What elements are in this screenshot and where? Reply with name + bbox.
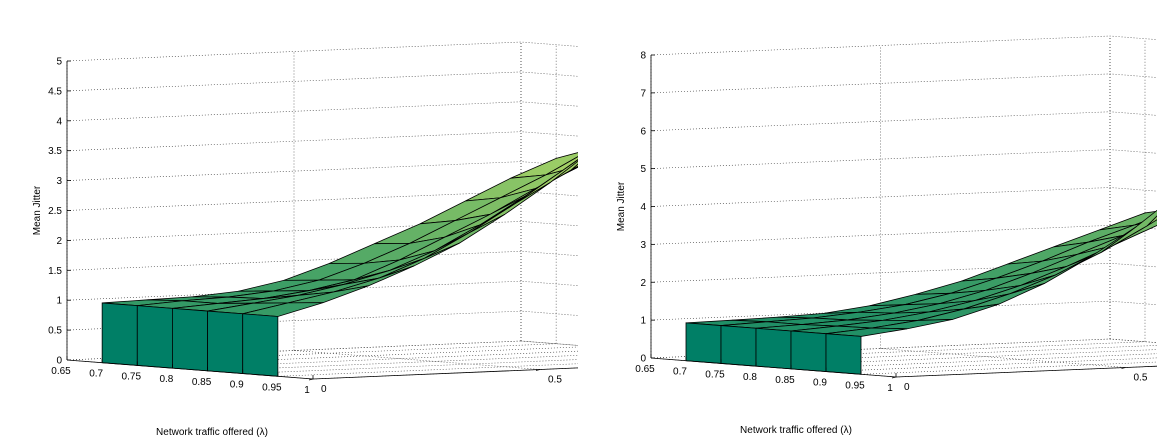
z-tick-label: 2 bbox=[640, 278, 646, 289]
tick-labels: 0 0.5 1 1.5 2 2.5 3 3.5 4 4.5 5 0.65 0.7 0.75 0.8 0.85 0… bbox=[48, 57, 562, 397]
z-tick-label: 0.5 bbox=[48, 326, 62, 337]
x-tick-label: 0.95 bbox=[262, 382, 282, 393]
y-axis-line bbox=[312, 367, 578, 380]
x-tick-label: 0.95 bbox=[845, 380, 865, 391]
grid-line bbox=[207, 355, 578, 372]
grid-line bbox=[66, 101, 578, 122]
z-tick-label: 0 bbox=[640, 354, 646, 365]
grid-line bbox=[66, 71, 578, 92]
surface bbox=[685, 209, 1157, 375]
grid-line bbox=[650, 149, 1157, 169]
x-tick-label: 0.65 bbox=[51, 366, 71, 377]
grid-line bbox=[650, 111, 1157, 132]
grid-line bbox=[1109, 338, 1157, 343]
y-tick-label: 0.5 bbox=[1134, 373, 1148, 384]
z-tick-label: 5 bbox=[640, 164, 646, 175]
x-tick-label: 0.75 bbox=[705, 369, 725, 380]
z-tick-label: 3 bbox=[56, 176, 62, 187]
y-tick bbox=[308, 378, 314, 381]
x-tick-label: 0.85 bbox=[192, 377, 212, 388]
grid-line bbox=[66, 41, 578, 62]
surface-chart-right: 0123456780.650.70.750.80.850.90.95100.51… bbox=[616, 35, 1157, 436]
grid-line bbox=[825, 357, 1157, 372]
grid-line bbox=[650, 225, 1157, 245]
surface-skirt bbox=[685, 322, 722, 364]
z-axis-label: Mean Jitter bbox=[32, 185, 43, 235]
z-tick-label: 3.5 bbox=[48, 146, 62, 157]
grid-line bbox=[880, 348, 1126, 368]
surface-skirt bbox=[207, 310, 244, 375]
z-tick-label: 3 bbox=[640, 240, 646, 251]
x-axis-line bbox=[66, 359, 314, 380]
grid-line bbox=[293, 350, 541, 370]
grid-line bbox=[242, 359, 578, 374]
surface-skirt bbox=[172, 307, 208, 372]
grid-line bbox=[860, 361, 1157, 375]
y-tick-label: 0 bbox=[321, 384, 327, 395]
z-tick-label: 0 bbox=[56, 356, 62, 367]
grid-line bbox=[66, 131, 578, 151]
surface-skirt bbox=[242, 313, 279, 377]
z-axis-label: Mean Jitter bbox=[616, 181, 627, 231]
grid-line bbox=[650, 262, 1157, 283]
z-tick-label: 2 bbox=[56, 236, 62, 247]
grid-line bbox=[650, 300, 1157, 321]
x-tick-label: 0.65 bbox=[635, 364, 655, 375]
grid-line bbox=[650, 35, 1157, 56]
z-tick-label: 1 bbox=[56, 296, 62, 307]
z-tick-label: 4 bbox=[640, 202, 646, 213]
x-tick-label: 0.75 bbox=[122, 371, 142, 382]
z-tick-label: 1 bbox=[640, 316, 646, 327]
x-tick-label: 0.85 bbox=[775, 375, 795, 386]
z-tick-label: 2.5 bbox=[48, 206, 62, 217]
x-axis-label: Network traffic offered (λ) bbox=[740, 425, 852, 436]
y-tick bbox=[891, 376, 897, 379]
x-tick-label: 0.7 bbox=[89, 369, 103, 380]
y-tick bbox=[535, 369, 541, 371]
surface bbox=[101, 152, 578, 377]
y-tick bbox=[1121, 367, 1126, 369]
x-tick-label: 0.9 bbox=[230, 380, 244, 391]
x-tick-label: 1 bbox=[304, 385, 310, 396]
x-tick-label: 0.9 bbox=[813, 378, 827, 389]
x-axis-line bbox=[650, 357, 897, 378]
surface-skirt bbox=[755, 327, 792, 370]
surface-chart-left: 0 0.5 1 1.5 2 2.5 3 3.5 4 4.5 5 0.65 0.7 0.75 0.8 0.85 0… bbox=[32, 41, 578, 438]
surface-skirt bbox=[136, 305, 173, 369]
grid-line bbox=[66, 221, 578, 241]
x-tick-label: 0.8 bbox=[743, 372, 757, 383]
z-tick-label: 6 bbox=[640, 126, 646, 137]
x-axis-label: Network traffic offered (λ) bbox=[156, 427, 268, 438]
z-tick-label: 1.5 bbox=[48, 266, 62, 277]
z-tick-label: 5 bbox=[56, 57, 62, 68]
x-tick-label: 0.7 bbox=[673, 367, 687, 378]
z-tick-label: 8 bbox=[640, 51, 646, 62]
grid-line bbox=[66, 161, 578, 181]
surface-skirt bbox=[790, 330, 827, 373]
grid-line bbox=[650, 73, 1157, 94]
y-tick-label: 0 bbox=[904, 382, 910, 393]
z-tick-label: 7 bbox=[640, 88, 646, 99]
surface-skirt bbox=[825, 333, 862, 375]
grid-line bbox=[650, 187, 1157, 207]
surface-skirt bbox=[720, 325, 757, 367]
x-tick-label: 0.8 bbox=[159, 374, 173, 385]
x-tick-label: 1 bbox=[887, 383, 893, 394]
surface-skirt bbox=[101, 302, 138, 366]
y-tick-label: 0.5 bbox=[548, 375, 562, 386]
grid-line bbox=[277, 363, 578, 377]
z-tick-label: 4 bbox=[56, 116, 62, 127]
z-tick-label: 4.5 bbox=[48, 86, 62, 97]
